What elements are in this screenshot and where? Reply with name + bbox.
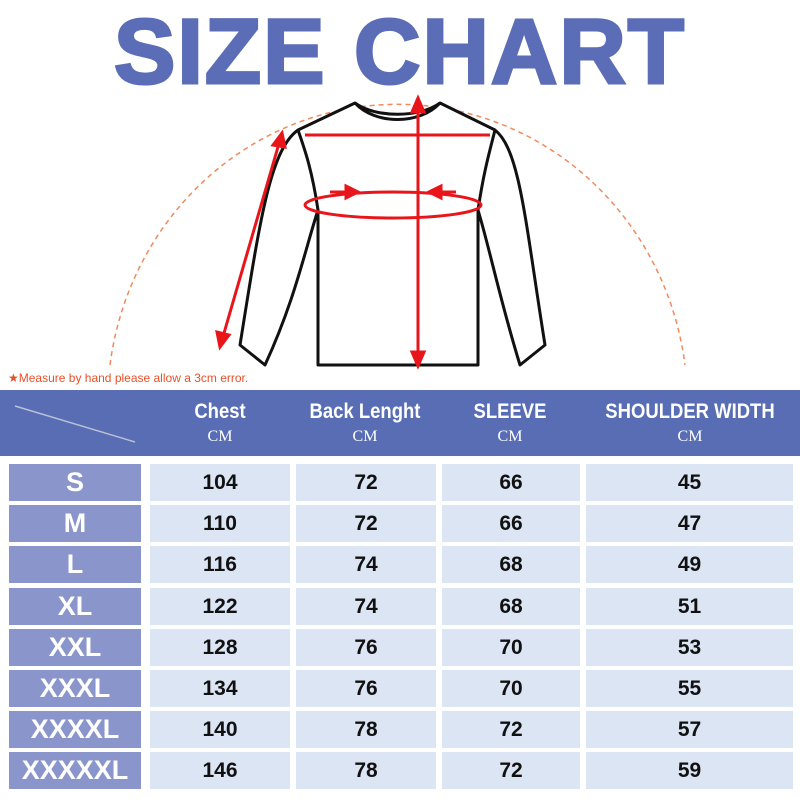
- table-row: XXL 128 76 70 53: [0, 628, 800, 666]
- measurement-value: 72: [442, 711, 580, 749]
- measurement-value: 116: [150, 546, 290, 584]
- size-label: L: [9, 546, 141, 584]
- shirt-illustration: [109, 94, 686, 370]
- measurement-value: 66: [442, 505, 580, 543]
- size-label: XXXXL: [9, 711, 141, 749]
- page-title: SIZE CHART: [113, 1, 686, 104]
- chest-loop: [303, 190, 483, 220]
- measurement-value: 49: [586, 546, 793, 584]
- size-label: XXXXXL: [9, 752, 141, 790]
- measurement-value: 55: [586, 670, 793, 707]
- measurement-value: 74: [296, 587, 436, 625]
- measurement-value: 146: [150, 752, 290, 790]
- size-label: S: [9, 464, 141, 501]
- measurement-value: 45: [586, 464, 793, 501]
- shirt-body-outline: [238, 101, 547, 367]
- size-label: XXL: [9, 628, 141, 666]
- measurement-value: 72: [442, 752, 580, 790]
- measurement-value: 72: [296, 464, 436, 501]
- measurement-value: 72: [296, 505, 436, 543]
- table-row: XXXL 134 76 70 55: [0, 670, 800, 707]
- table-row: L 116 74 68 49: [0, 546, 800, 584]
- measurement-value: 110: [150, 505, 290, 543]
- measurement-value: 51: [586, 587, 793, 625]
- table-row: S 104 72 66 45: [0, 464, 800, 501]
- table-row: XL 122 74 68 51: [0, 587, 800, 625]
- measurement-value: 128: [150, 628, 290, 666]
- header-shoulder-width: SHOULDER WIDTH CM: [605, 400, 775, 445]
- measurement-value: 57: [586, 711, 793, 749]
- measurement-value: 53: [586, 628, 793, 666]
- measurement-value: 66: [442, 464, 580, 501]
- measurement-value: 70: [442, 670, 580, 707]
- measurement-value: 140: [150, 711, 290, 749]
- header-chest: Chest CM: [194, 400, 246, 445]
- table-row: XXXXL 140 78 72 57: [0, 711, 800, 749]
- sleeve-arrow: [220, 139, 282, 341]
- measurement-value: 59: [586, 752, 793, 790]
- diagonal-divider: [14, 405, 136, 443]
- measurement-value: 68: [442, 587, 580, 625]
- measurement-value: 68: [442, 546, 580, 584]
- size-label: XL: [9, 587, 141, 625]
- measurement-value: 134: [150, 670, 290, 707]
- header-back-length: Back Lenght CM: [309, 400, 421, 445]
- size-label: M: [9, 505, 141, 543]
- table-row: M 110 72 66 47: [0, 505, 800, 543]
- measurement-value: 104: [150, 464, 290, 501]
- measurement-value: 70: [442, 628, 580, 666]
- measurement-value: 76: [296, 670, 436, 707]
- measurement-value: 122: [150, 587, 290, 625]
- measurement-value: 74: [296, 546, 436, 584]
- measurement-value: 47: [586, 505, 793, 543]
- header-sleeve: SLEEVE CM: [473, 400, 547, 445]
- measurement-value: 76: [296, 628, 436, 666]
- size-label: XXXL: [9, 670, 141, 707]
- table-row: XXXXXL 146 78 72 59: [0, 752, 800, 790]
- measurement-note: ★Measure by hand please allow a 3cm erro…: [8, 371, 249, 385]
- table-header: Chest CM Back Lenght CM SLEEVE CM SHOULDER …: [0, 390, 800, 456]
- measurement-value: 78: [296, 752, 436, 790]
- dashed-arc: [109, 103, 686, 366]
- measurement-value: 78: [296, 711, 436, 749]
